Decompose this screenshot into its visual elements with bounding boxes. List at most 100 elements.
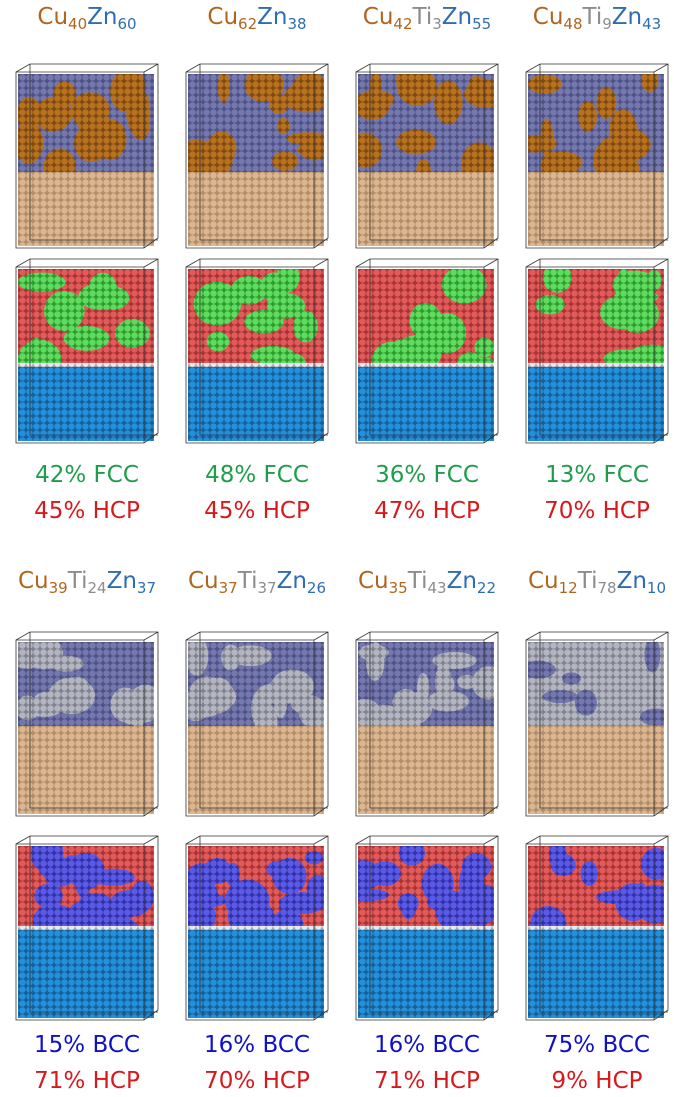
atoms: [358, 74, 494, 246]
count: 12: [558, 579, 578, 597]
patch: [596, 87, 617, 120]
patch: [244, 309, 284, 334]
patch: [358, 90, 390, 120]
formula: Cu62Zn38: [172, 4, 342, 33]
formula: Cu35Ti43Zn22: [342, 568, 512, 597]
patch: [426, 690, 469, 712]
patch: [273, 683, 288, 719]
patch: [358, 644, 389, 661]
patch: [188, 863, 220, 889]
count: 43: [642, 15, 662, 33]
count: 39: [48, 579, 68, 597]
patch: [18, 642, 50, 669]
lower-region: [188, 930, 324, 1018]
patch: [615, 269, 633, 311]
interface: [18, 363, 154, 369]
count: 37: [257, 579, 277, 597]
count: 78: [597, 579, 617, 597]
phase-fraction: 36% FCC: [375, 462, 479, 488]
phase-fraction: 70% HCP: [544, 498, 650, 524]
box-frame: [355, 835, 499, 1021]
box-frame: [15, 258, 159, 444]
lower-region: [18, 726, 154, 814]
formula: Cu12Ti78Zn10: [512, 568, 674, 597]
patch: [75, 865, 91, 898]
patch: [79, 893, 112, 911]
phase-fraction: 75% BCC: [544, 1032, 650, 1058]
lower-region: [358, 367, 494, 441]
patch: [528, 660, 556, 679]
element: Zn: [446, 568, 477, 594]
element: Ti: [67, 568, 88, 594]
patch: [629, 344, 664, 366]
patch: [358, 888, 390, 902]
patch: [635, 884, 664, 924]
element: Zn: [611, 4, 643, 30]
phase-fraction: 16% BCC: [204, 1032, 310, 1058]
atoms: [528, 846, 664, 1018]
element: Cu: [362, 4, 394, 30]
simulation-box: [185, 258, 329, 444]
simulation-box: [525, 258, 669, 444]
patch: [236, 890, 251, 912]
patch: [225, 862, 240, 887]
patch: [131, 114, 150, 140]
simulation-box: [355, 63, 499, 249]
patch: [120, 890, 147, 914]
patch: [217, 74, 230, 103]
element: Cu: [528, 568, 559, 594]
count: 35: [388, 579, 408, 597]
lower-region: [358, 726, 494, 814]
patch: [472, 666, 494, 700]
patch: [578, 100, 597, 132]
box-frame: [185, 63, 329, 249]
element: Ti: [412, 4, 433, 30]
atoms: [18, 269, 154, 441]
box-frame: [185, 835, 329, 1021]
atoms: [528, 642, 664, 814]
interface: [358, 926, 494, 932]
atoms: [528, 74, 664, 246]
patch: [293, 310, 318, 343]
simulation-box: [185, 63, 329, 249]
patch: [456, 674, 477, 689]
count: 55: [472, 15, 492, 33]
patch: [540, 118, 554, 157]
atoms: [528, 269, 664, 441]
element: Cu: [207, 4, 239, 30]
atoms: [188, 846, 324, 1018]
count: 22: [476, 579, 496, 597]
patch: [396, 74, 409, 93]
count: 62: [238, 15, 258, 33]
patch: [396, 129, 437, 155]
box-frame: [355, 258, 499, 444]
lower-region: [18, 930, 154, 1018]
patch: [188, 892, 227, 908]
patch: [644, 642, 661, 673]
interface: [188, 926, 324, 932]
patch: [461, 853, 492, 880]
patch: [231, 275, 268, 305]
patch: [535, 295, 565, 315]
simulation-box: [355, 258, 499, 444]
patch: [123, 74, 146, 101]
count: 38: [287, 15, 307, 33]
patch: [188, 642, 209, 676]
simulation-box: [355, 631, 499, 817]
simulation-box: [525, 835, 669, 1021]
count: 40: [68, 15, 88, 33]
lower-region: [528, 172, 664, 246]
patch: [278, 901, 320, 914]
patch: [36, 846, 61, 878]
patch: [306, 874, 324, 904]
patch: [244, 74, 285, 103]
element: Cu: [188, 568, 219, 594]
atoms: [358, 846, 494, 1018]
lower-region: [358, 172, 494, 246]
atoms: [188, 74, 324, 246]
phase-fraction: 9% HCP: [551, 1068, 643, 1094]
lower-region: [188, 367, 324, 441]
patch: [641, 74, 659, 93]
patch: [392, 688, 420, 716]
